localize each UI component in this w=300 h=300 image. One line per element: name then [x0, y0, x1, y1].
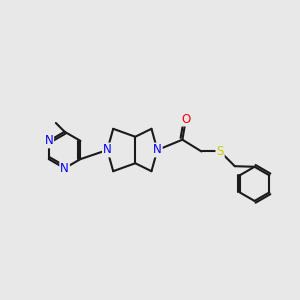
Text: N: N: [44, 134, 53, 147]
Text: N: N: [153, 143, 162, 157]
Text: N: N: [103, 143, 112, 157]
Text: S: S: [216, 145, 224, 158]
Text: N: N: [60, 162, 69, 175]
Text: O: O: [181, 112, 190, 126]
